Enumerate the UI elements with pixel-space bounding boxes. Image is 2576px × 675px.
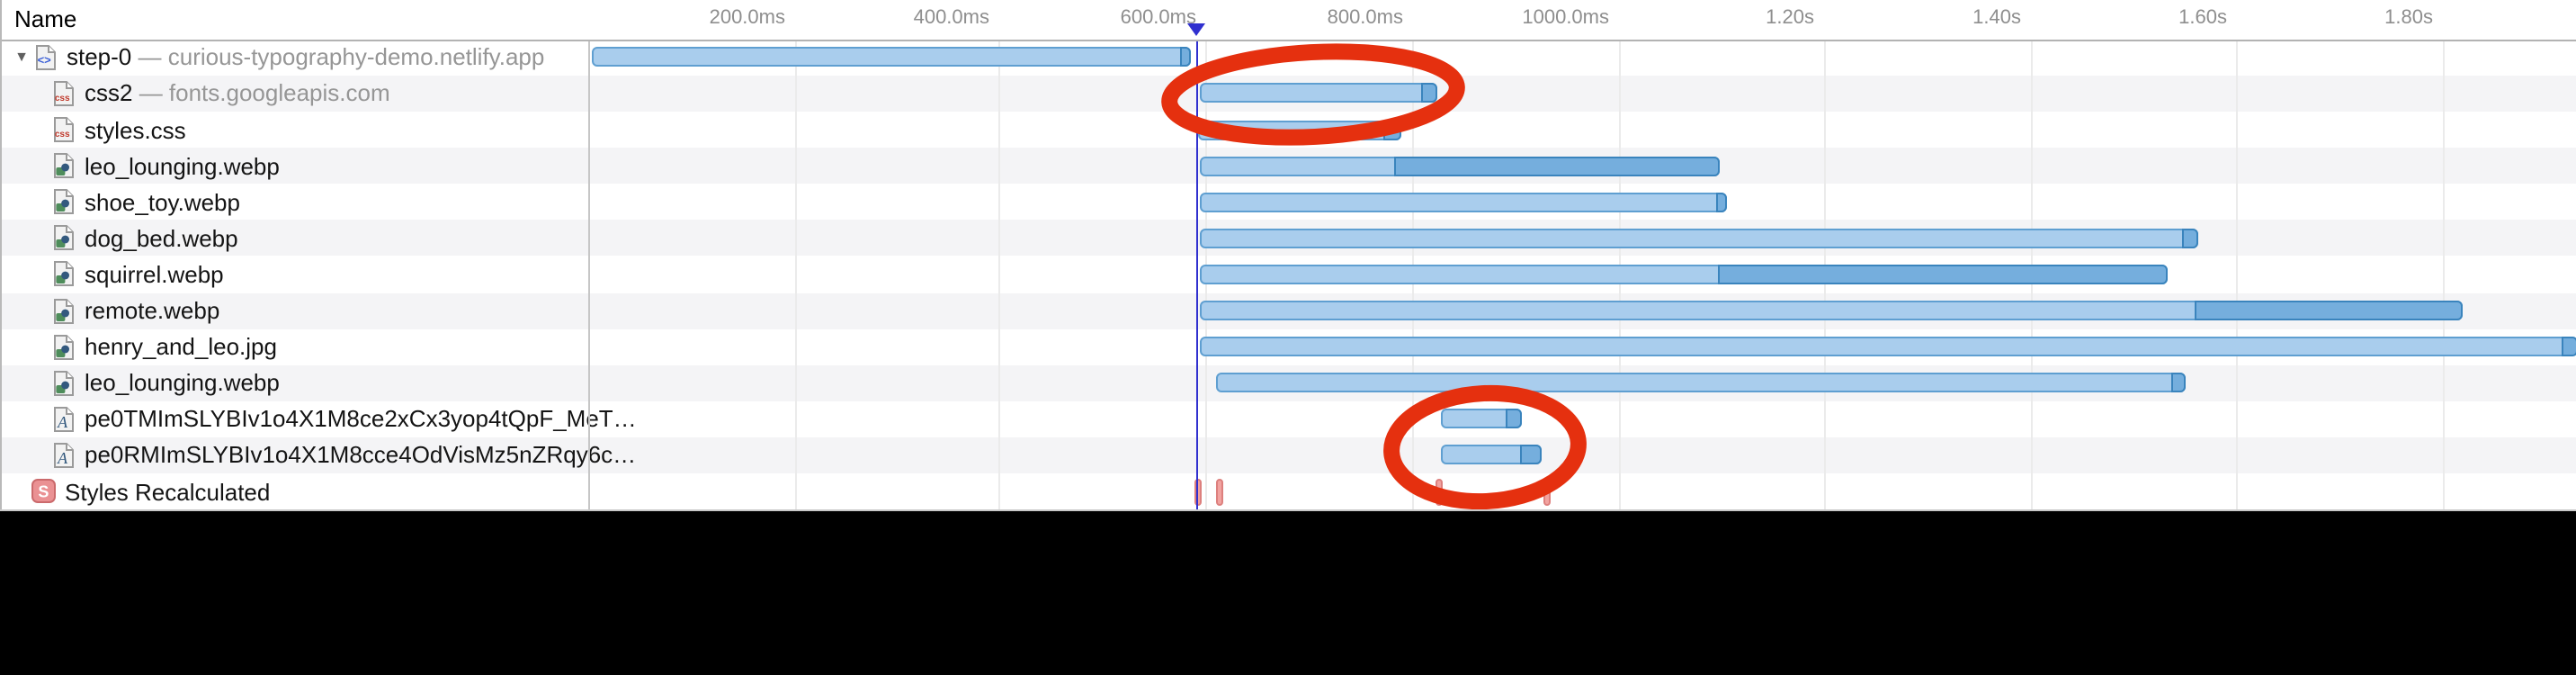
request-bar[interactable] — [1199, 264, 2168, 284]
doc-image-icon — [54, 225, 74, 251]
style-recalc-tick[interactable] — [1543, 478, 1551, 505]
request-bar[interactable] — [1215, 373, 2186, 393]
style-recalc-tick[interactable] — [1436, 478, 1443, 505]
axis-tick-label: 1000.0ms — [1522, 7, 1609, 29]
axis-tick-label: 400.0ms — [913, 7, 989, 29]
request-bar[interactable] — [1197, 120, 1400, 140]
bar-dark-segment — [2194, 301, 2462, 321]
row-name-label: pe0TMImSLYBIv1o4X1M8ce2xCx3yop4tQpF_MeT… — [85, 405, 637, 433]
request-bar[interactable] — [1440, 409, 1521, 429]
table-row[interactable]: leo_lounging.webp — [50, 364, 280, 400]
panel-left-edge — [0, 0, 2, 509]
row-name-label: squirrel.webp — [85, 260, 224, 288]
axis-tick-label: 1.80s — [2384, 7, 2433, 29]
row-name-label: css2 — fonts.googleapis.com — [85, 79, 390, 107]
doc-image-icon — [54, 298, 74, 323]
svg-text:css: css — [55, 130, 70, 140]
row-name-label: Styles Recalculated — [65, 478, 271, 505]
row-name-suffix: — curious-typography-demo.netlify.app — [131, 43, 545, 71]
table-row[interactable]: css styles.css — [50, 112, 186, 148]
svg-text:css: css — [55, 94, 70, 104]
name-column-header[interactable]: Name — [14, 5, 77, 32]
request-bar[interactable] — [1199, 83, 1436, 104]
doc-font-icon: A — [54, 442, 74, 468]
doc-image-icon — [54, 153, 74, 179]
bar-dark-segment — [1506, 409, 1521, 429]
request-bar[interactable] — [1199, 228, 2197, 248]
axis-tick-label: 1.40s — [1972, 7, 2021, 29]
doc-image-icon — [54, 370, 74, 396]
s-badge-icon: S — [31, 479, 56, 503]
table-row[interactable]: S Styles Recalculated — [31, 473, 270, 509]
doc-image-icon — [54, 334, 74, 360]
timeline-gridline — [2442, 40, 2444, 509]
request-bar[interactable] — [1199, 337, 2576, 357]
request-bar[interactable] — [1199, 192, 1727, 212]
axis-tick-label: 1.20s — [1766, 7, 1814, 29]
panel-header: Name — [0, 0, 2576, 41]
style-recalc-tick[interactable] — [1194, 478, 1201, 505]
row-name-label: dog_bed.webp — [85, 224, 238, 252]
table-row[interactable]: dog_bed.webp — [50, 220, 238, 256]
table-row[interactable]: henry_and_leo.jpg — [50, 328, 277, 364]
bar-dark-segment — [2170, 373, 2186, 393]
table-row[interactable]: css css2 — fonts.googleapis.com — [50, 76, 390, 112]
waterfall-content: Name 200.0ms 400.0ms 600.0ms 800.0ms 1000.0m… — [0, 0, 2576, 511]
bar-dark-segment — [1394, 156, 1720, 176]
axis-tick-label: 1.60s — [2178, 7, 2227, 29]
row-name-label: leo_lounging.webp — [85, 152, 280, 180]
request-bar[interactable] — [591, 47, 1192, 68]
timeline-gridline — [998, 40, 1000, 509]
request-bar[interactable] — [1199, 301, 2462, 321]
doc-image-icon — [54, 189, 74, 215]
table-row[interactable]: shoe_toy.webp — [50, 184, 240, 220]
playhead-marker[interactable] — [1187, 23, 1205, 36]
axis-tick-label: 800.0ms — [1327, 7, 1403, 29]
axis-tick-label: 200.0ms — [709, 7, 785, 29]
table-row[interactable]: leo_lounging.webp — [50, 148, 280, 184]
bar-dark-segment — [2182, 228, 2197, 248]
name-column-divider[interactable] — [588, 0, 590, 509]
bar-dark-segment — [1421, 83, 1436, 104]
request-bar[interactable] — [1440, 445, 1542, 465]
timeline-gridline — [2236, 40, 2238, 509]
bar-dark-segment — [1383, 120, 1400, 140]
svg-text:A: A — [57, 413, 68, 431]
row-name-label: styles.css — [85, 116, 186, 143]
table-row[interactable]: ▼ <> step-0 — curious-typography-demo.netl… — [11, 40, 544, 76]
table-row[interactable]: remote.webp — [50, 292, 219, 328]
row-stripe — [0, 436, 2576, 473]
bar-dark-segment — [1718, 264, 2168, 284]
row-name-label: remote.webp — [85, 297, 220, 324]
playhead-line[interactable] — [1195, 23, 1197, 509]
row-name-label: pe0RMImSLYBIv1o4X1M8cce4OdVisMz5nZRqy6c… — [85, 441, 637, 469]
row-name-suffix: — fonts.googleapis.com — [132, 79, 390, 107]
bar-dark-segment — [2562, 337, 2576, 357]
bar-dark-segment — [1520, 445, 1542, 465]
doc-code-icon: <> — [36, 44, 56, 70]
doc-css-icon: css — [54, 117, 74, 142]
bar-dark-segment — [1716, 192, 1727, 212]
doc-image-icon — [54, 261, 74, 287]
svg-text:A: A — [57, 449, 68, 467]
axis-tick-label: 600.0ms — [1120, 7, 1196, 29]
table-row[interactable]: squirrel.webp — [50, 256, 224, 292]
row-name-label: shoe_toy.webp — [85, 188, 240, 216]
timeline-gridline — [794, 40, 796, 509]
style-recalc-tick[interactable] — [1216, 478, 1223, 505]
row-name-label: leo_lounging.webp — [85, 369, 280, 397]
doc-font-icon: A — [54, 406, 74, 432]
doc-css-icon: css — [54, 80, 74, 106]
request-bar[interactable] — [1199, 156, 1720, 176]
row-name-label: step-0 — curious-typography-demo.netlify… — [67, 43, 545, 71]
bar-dark-segment — [1179, 47, 1192, 68]
row-name-label: henry_and_leo.jpg — [85, 333, 277, 361]
svg-text:S: S — [38, 483, 49, 501]
disclosure-triangle[interactable]: ▼ — [14, 49, 29, 66]
svg-text:<>: <> — [38, 53, 52, 67]
